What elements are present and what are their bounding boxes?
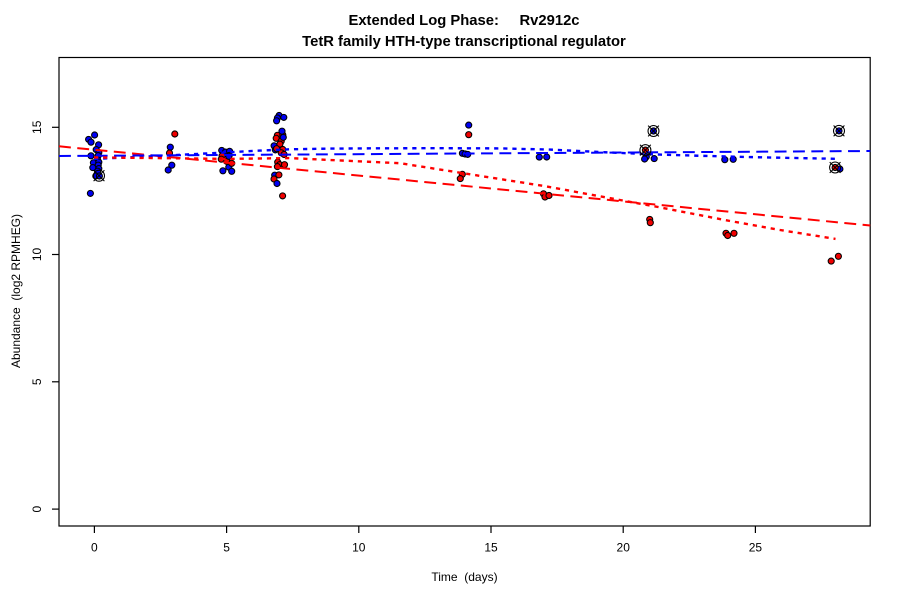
svg-text:5: 5: [223, 541, 230, 555]
svg-text:15: 15: [484, 541, 498, 555]
svg-text:TetR family HTH-type transcrip: TetR family HTH-type transcriptional reg…: [302, 34, 626, 50]
svg-text:25: 25: [749, 541, 763, 555]
svg-text:Extended Log Phase: Rv2912: Extended Log Phase: Rv2912c: [348, 13, 579, 29]
svg-text:Time (days): Time (days): [431, 570, 497, 584]
svg-text:0: 0: [30, 505, 44, 512]
svg-text:5: 5: [30, 378, 44, 385]
svg-text:15: 15: [30, 120, 44, 134]
svg-text:10: 10: [352, 541, 366, 555]
svg-text:Abundance (log2 RPMHEG): Abundance (log2 RPMHEG): [9, 214, 23, 368]
svg-text:20: 20: [617, 541, 631, 555]
svg-text:0: 0: [91, 541, 98, 555]
svg-text:10: 10: [30, 248, 44, 262]
